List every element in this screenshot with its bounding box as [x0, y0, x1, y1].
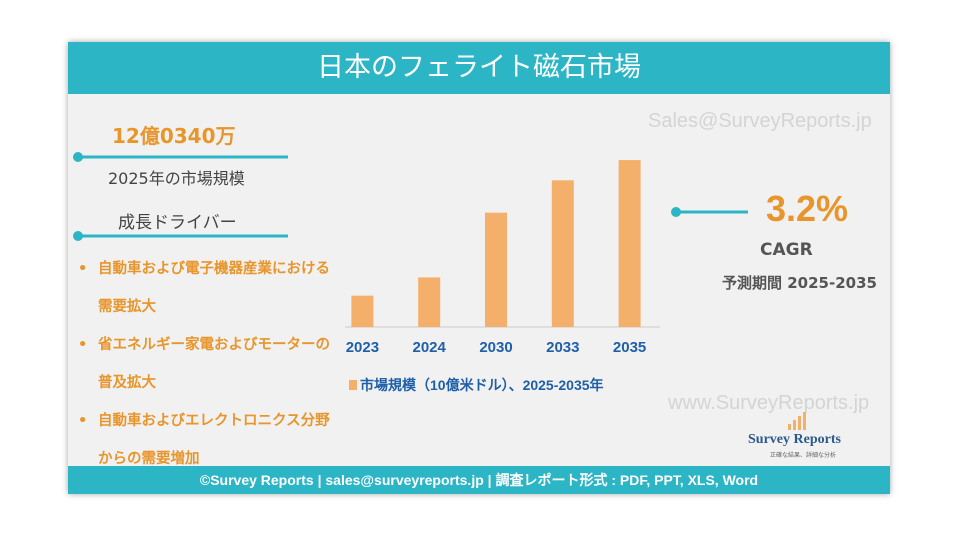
market-size-value: 12億0340万 — [112, 124, 236, 148]
x-tick-label: 2030 — [479, 339, 512, 356]
cagr-period: 予測期間 2025-2035 — [722, 274, 877, 292]
bar — [351, 295, 374, 327]
logo-name: Survey Reports — [748, 432, 841, 447]
x-tick-label: 2033 — [546, 339, 579, 356]
bar — [485, 212, 507, 327]
title: 日本のフェライト磁石市場 — [68, 42, 890, 94]
driver-item: 自動車およびエレクトロニクス分野からの需要増加 — [78, 402, 340, 478]
watermark: www.SurveyReports.jp — [668, 392, 870, 414]
watermark: Sales@SurveyReports.jp — [648, 110, 872, 132]
bar — [418, 277, 441, 327]
driver-item: 省エネルギー家電およびモーターの普及拡大 — [78, 326, 340, 402]
logo-icon — [788, 412, 806, 430]
cagr-label: CAGR — [760, 240, 813, 260]
divider-dot — [73, 152, 83, 162]
cagr-value: 3.2% — [766, 188, 849, 229]
footer: ©Survey Reports | sales@surveyreports.jp… — [68, 466, 890, 494]
legend-label: 市場規模（10億米ドル）、2025-2035年 — [360, 377, 604, 393]
market-size-label: 2025年の市場規模 — [108, 169, 245, 188]
legend-swatch — [349, 380, 357, 390]
driver-item: 自動車および電子機器産業における需要拡大 — [78, 250, 340, 326]
x-tick-label: 2023 — [346, 339, 379, 356]
x-tick-label: 2024 — [413, 339, 447, 356]
drivers-title: 成長ドライバー — [118, 213, 237, 233]
x-tick-label: 2035 — [613, 339, 646, 356]
divider-dot — [671, 207, 681, 217]
divider-dot — [73, 231, 83, 241]
bar — [551, 180, 574, 327]
drivers-list: 自動車および電子機器産業における需要拡大 省エネルギー家電およびモーターの普及拡… — [78, 250, 340, 478]
logo-tagline: 正確な結果、詳細な分析 — [770, 452, 837, 459]
bar — [618, 160, 641, 327]
